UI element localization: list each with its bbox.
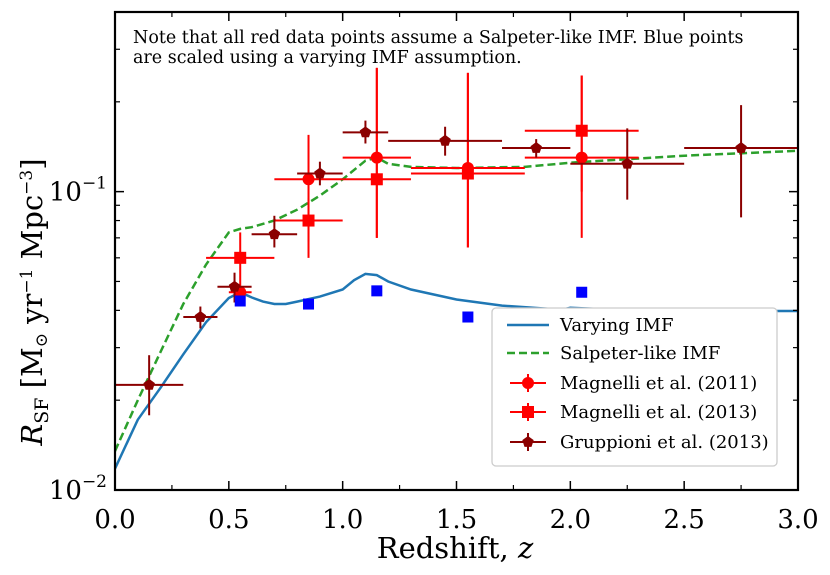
legend-swatch-gruppioni-2013 bbox=[510, 433, 546, 451]
plot-data-layer bbox=[115, 67, 798, 470]
data-point-varying-imf-scaled-2 bbox=[371, 285, 383, 297]
legend-swatch-magnelli-2013 bbox=[510, 403, 546, 421]
data-point-gruppioni-et-al-2013-8 bbox=[570, 128, 685, 200]
data-point-varying-imf-scaled-4 bbox=[576, 286, 588, 298]
marker-square bbox=[461, 167, 474, 180]
legend-label-varying-imf: Varying IMF bbox=[559, 315, 673, 336]
x-tick-label-6: 3.0 bbox=[777, 505, 818, 535]
marker-pentagon bbox=[268, 228, 281, 240]
axes-layer: 0.0 0.5 1.0 1.5 2.0 2.5 3.0 10−2 10−1 bbox=[49, 10, 819, 535]
data-point-varying-imf-scaled-0 bbox=[234, 295, 246, 307]
data-point-varying-imf-scaled-3 bbox=[462, 311, 474, 323]
y-axis-label: RSF [M⊙ yr−1 Mpc−3] bbox=[15, 158, 53, 446]
annotation-line-1: Note that all red data points assume a S… bbox=[133, 28, 743, 48]
marker-square bbox=[575, 124, 588, 137]
data-point-gruppioni-et-al-2013-1 bbox=[183, 306, 218, 329]
data-point-varying-imf-scaled-1 bbox=[303, 298, 315, 310]
chart-legend: Varying IMF Salpeter-like IMF Magnelli e… bbox=[491, 307, 778, 467]
marker-pentagon bbox=[194, 311, 207, 322]
data-point-magnelli-et-al-2013-3 bbox=[410, 72, 525, 248]
marker-pentagon bbox=[439, 134, 451, 146]
marker-pentagon bbox=[359, 126, 372, 138]
x-tick-label-4: 2.0 bbox=[550, 505, 591, 535]
marker-circle bbox=[302, 173, 315, 186]
svg-text:RSF [M⊙ yr−1 Mpc−3]: RSF [M⊙ yr−1 Mpc−3] bbox=[15, 158, 53, 446]
data-point-gruppioni-et-al-2013-9 bbox=[684, 105, 798, 218]
data-point-gruppioni-et-al-2013-2 bbox=[217, 272, 252, 303]
marker-pentagon bbox=[143, 378, 155, 390]
legend-label-magnelli-2011: Magnelli et al. (2011) bbox=[560, 373, 757, 394]
legend-frame bbox=[491, 307, 778, 467]
marker-pentagon bbox=[530, 142, 542, 153]
data-point-magnelli-et-al-2013-1 bbox=[274, 198, 343, 242]
marker-pentagon bbox=[621, 157, 633, 169]
legend-label-magnelli-2013: Magnelli et al. (2013) bbox=[560, 402, 757, 423]
data-point-magnelli-et-al-2013-0 bbox=[206, 232, 275, 296]
data-point-magnelli-et-al-2013-4 bbox=[524, 75, 639, 192]
legend-label-gruppioni-2013: Gruppioni et al. (2013) bbox=[560, 432, 769, 453]
marker-square bbox=[234, 251, 247, 264]
x-tick-label-1: 0.5 bbox=[208, 505, 249, 535]
data-point-gruppioni-et-al-2013-6 bbox=[388, 126, 503, 156]
data-point-gruppioni-et-al-2013-7 bbox=[502, 139, 571, 158]
x-axis-label: Redshift, z bbox=[377, 531, 534, 565]
data-point-gruppioni-et-al-2013-5 bbox=[342, 120, 389, 144]
annotation-line-2: are scaled using a varying IMF assumptio… bbox=[133, 48, 522, 68]
y-tick-label-1: 10−1 bbox=[49, 174, 107, 208]
marker-pentagon bbox=[314, 167, 326, 179]
legend-label-salpeter-imf: Salpeter-like IMF bbox=[560, 343, 720, 364]
marker-pentagon bbox=[735, 142, 747, 153]
data-point-gruppioni-et-al-2013-3 bbox=[251, 215, 298, 248]
x-tick-label-2: 1.0 bbox=[322, 505, 363, 535]
data-point-gruppioni-et-al-2013-0 bbox=[115, 355, 184, 416]
marker-pentagon bbox=[228, 280, 241, 292]
x-tick-label-0: 0.0 bbox=[94, 505, 135, 535]
marker-square bbox=[302, 214, 315, 227]
x-tick-label-3: 1.5 bbox=[436, 505, 477, 535]
x-tick-label-5: 2.5 bbox=[663, 505, 704, 535]
marker-square bbox=[370, 173, 383, 186]
legend-swatch-magnelli-2011 bbox=[510, 374, 546, 392]
data-point-magnelli-et-al-2013-2 bbox=[342, 67, 411, 238]
data-point-gruppioni-et-al-2013-4 bbox=[297, 161, 343, 186]
y-tick-label-0: 10−2 bbox=[49, 472, 107, 506]
